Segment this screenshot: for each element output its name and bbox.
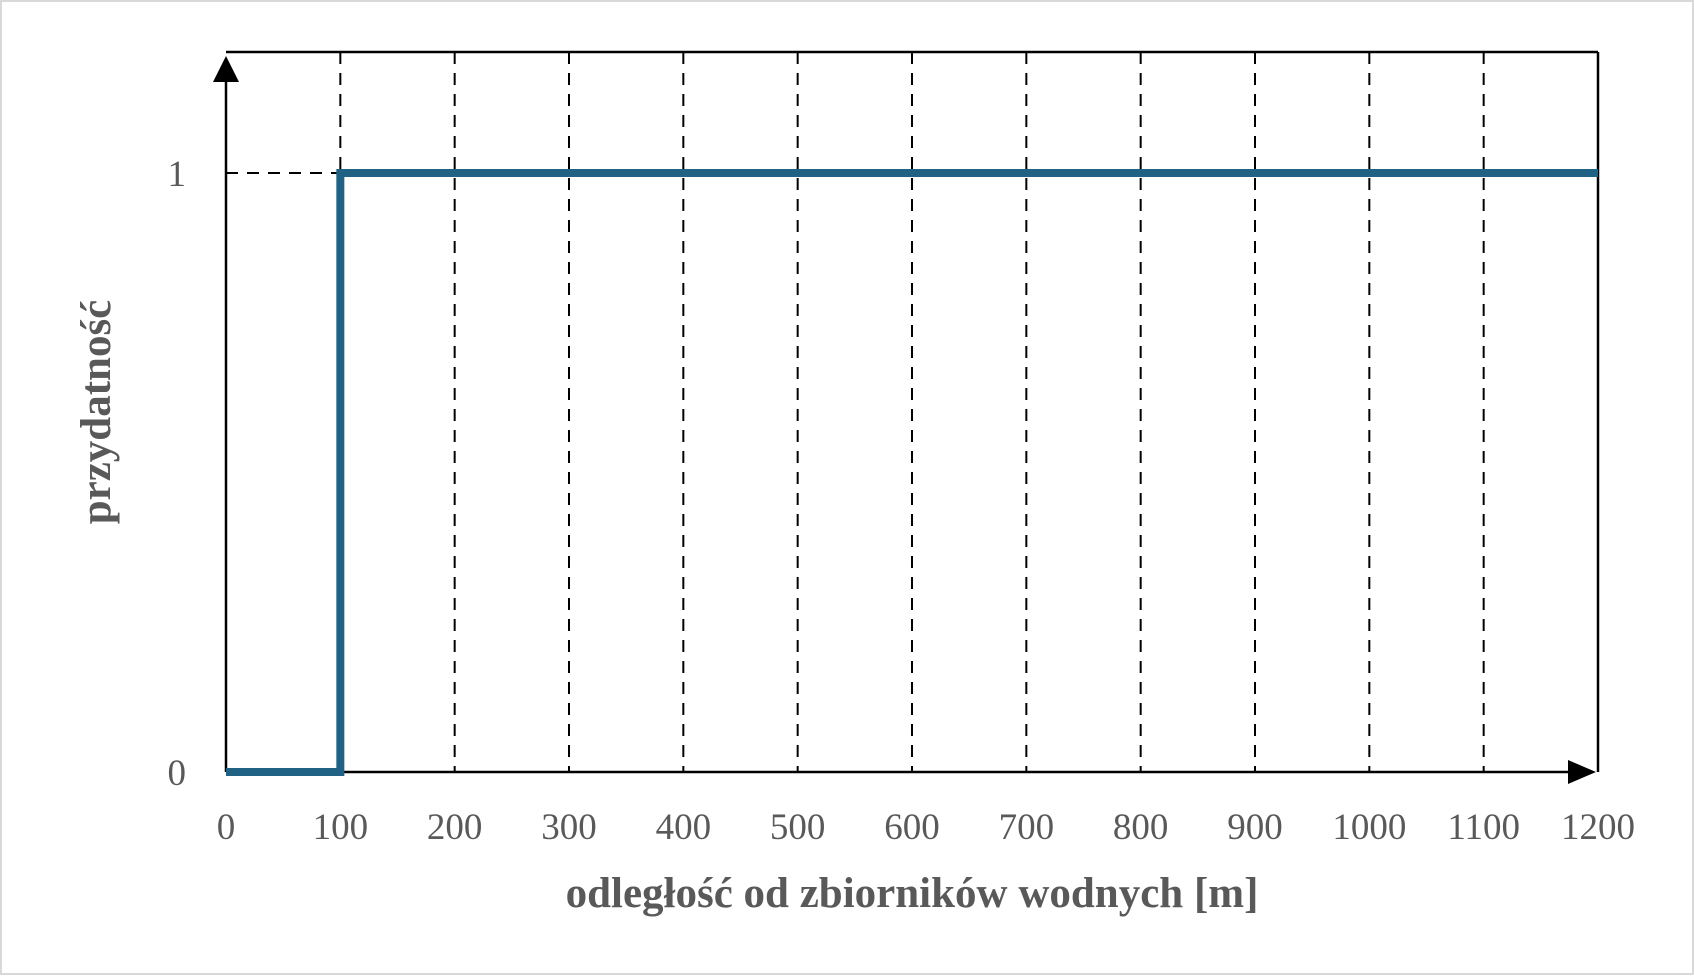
y-tick-label: 0 — [168, 753, 187, 794]
y-axis-title: przydatność — [73, 300, 120, 525]
x-tick-labels: 0 100 200 300 400 500 600 700 800 900 1000 1100 1200 — [217, 807, 1635, 848]
axes — [213, 50, 1600, 784]
x-tick-label: 600 — [884, 807, 940, 848]
series-group — [226, 169, 1598, 776]
x-tick-label: 100 — [313, 807, 369, 848]
x-tick-label: 700 — [999, 807, 1055, 848]
grid-lines — [226, 52, 1599, 772]
y-axis-arrow-icon — [213, 56, 239, 82]
y-tick-labels: 01 — [168, 154, 187, 794]
x-axis-title: odległość od zbiorników wodnych [m] — [566, 870, 1259, 917]
x-tick-label: 400 — [656, 807, 712, 848]
x-tick-label: 1000 — [1332, 807, 1406, 848]
series-line — [226, 169, 1598, 776]
x-tick-label: 900 — [1227, 807, 1283, 848]
y-tick-label: 1 — [168, 154, 187, 195]
x-tick-label: 800 — [1113, 807, 1169, 848]
x-tick-label: 300 — [541, 807, 597, 848]
x-tick-label: 1100 — [1447, 807, 1520, 848]
x-axis-arrow-icon — [1568, 760, 1596, 784]
x-tick-label: 500 — [770, 807, 826, 848]
x-tick-label: 0 — [217, 807, 236, 848]
x-tick-label: 200 — [427, 807, 483, 848]
x-tick-label: 1200 — [1561, 807, 1635, 848]
